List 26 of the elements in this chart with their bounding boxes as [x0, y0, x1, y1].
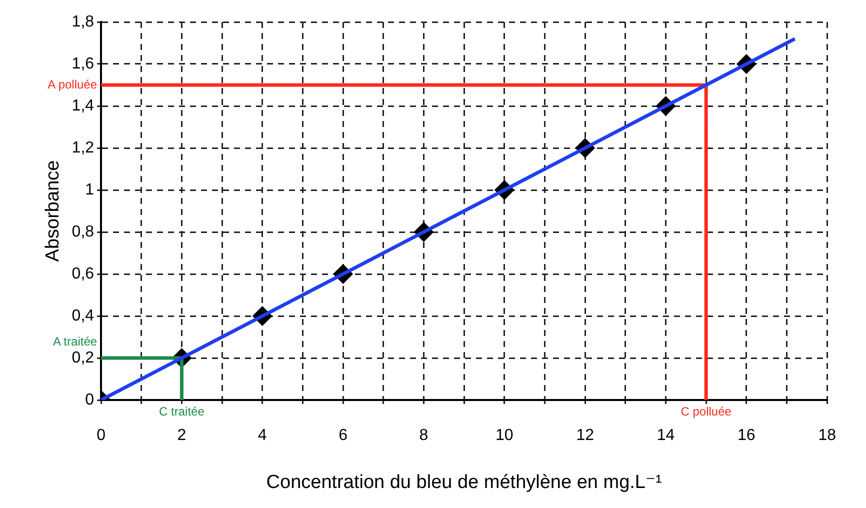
- x-tick-label: 16: [738, 427, 756, 444]
- y-tick-label: 1: [85, 181, 94, 198]
- x-tick-label: 18: [818, 427, 836, 444]
- y-tick-label: 0,4: [72, 307, 94, 324]
- x-tick-label: 14: [656, 427, 675, 444]
- y-tick-label: 1,6: [72, 55, 94, 72]
- annotation: C traitée: [159, 404, 205, 418]
- x-tick-label: 0: [96, 427, 106, 444]
- annotation: C polluée: [680, 404, 732, 418]
- y-axis-title: Absorbance: [42, 160, 64, 262]
- y-tick-label: 0: [85, 391, 94, 408]
- annotation: A polluée: [48, 77, 98, 92]
- x-tick-label: 10: [496, 427, 514, 444]
- y-tick-label: 1,4: [72, 97, 94, 114]
- annotation: A traitée: [53, 334, 98, 348]
- y-tick-label: 0,2: [72, 349, 94, 366]
- x-axis-title: Concentration du bleu de méthylène en mg.L⁻¹: [266, 472, 662, 493]
- x-tick-label: 4: [258, 427, 267, 444]
- x-tick-label: 12: [576, 427, 594, 444]
- x-tick-label: 8: [419, 427, 428, 444]
- x-tick-label: 2: [177, 427, 186, 444]
- x-tick-label: 6: [338, 427, 348, 444]
- y-tick-label: 1,2: [72, 139, 94, 156]
- y-tick-label: 0,8: [72, 223, 94, 240]
- y-tick-label: 1,8: [72, 13, 94, 30]
- y-tick-label: 0,6: [72, 265, 94, 282]
